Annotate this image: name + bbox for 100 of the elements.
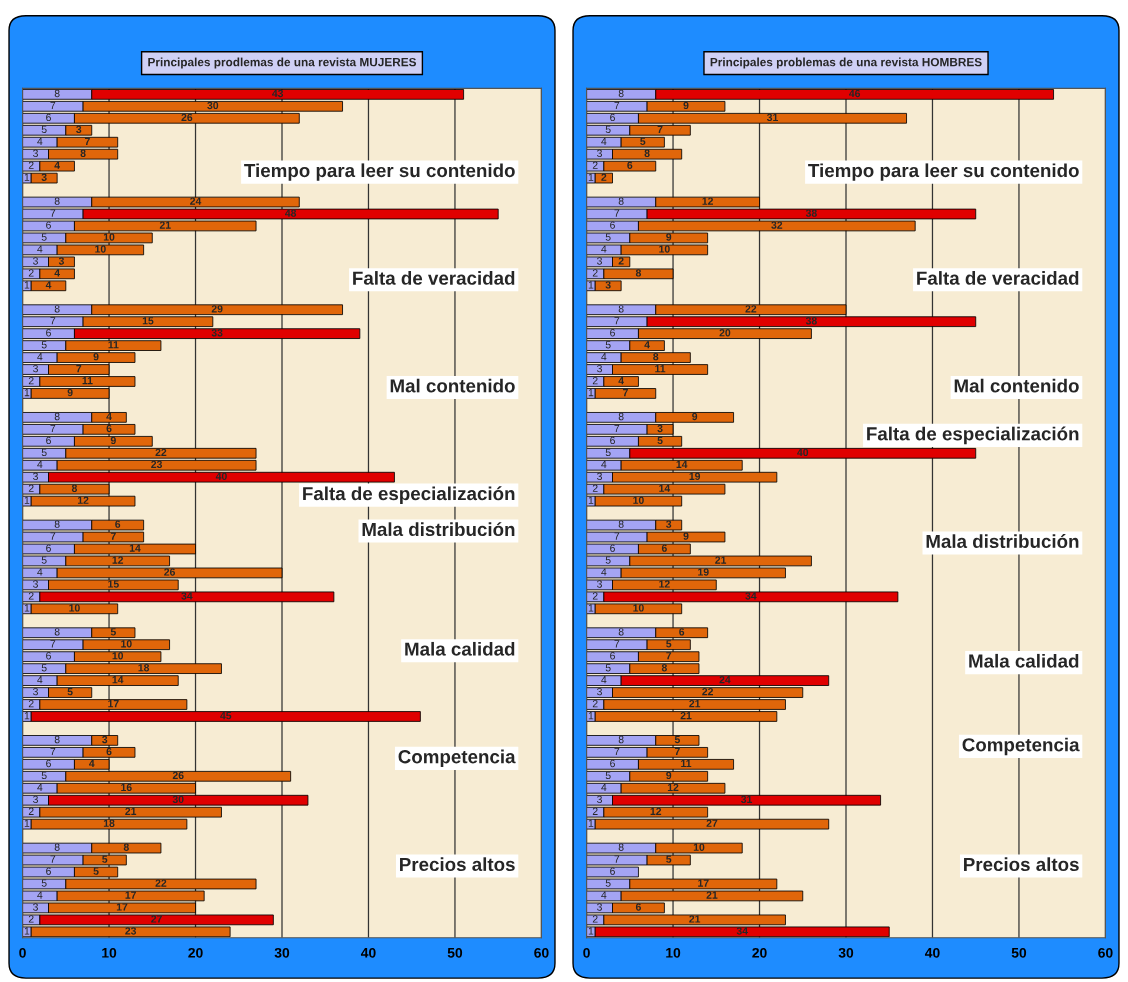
data-label: 1 <box>24 604 30 612</box>
data-label: 4 <box>601 783 607 791</box>
data-label: 3 <box>76 125 82 134</box>
data-label: 3 <box>33 364 38 373</box>
data-label: 6 <box>610 652 615 660</box>
data-label: 7 <box>657 125 663 133</box>
data-label: 6 <box>610 759 615 768</box>
data-label: 2 <box>28 807 34 815</box>
data-label: 7 <box>110 532 116 540</box>
data-label: 18 <box>138 664 150 672</box>
data-label: 7 <box>614 424 620 433</box>
data-label: 24 <box>719 676 731 684</box>
data-label: 2 <box>28 699 34 708</box>
data-label: 4 <box>37 245 43 253</box>
annotation: Mala distribución <box>926 534 1079 549</box>
data-label: 6 <box>661 544 667 552</box>
data-label: 21 <box>159 221 171 229</box>
data-label: 6 <box>46 544 51 552</box>
data-label: 10 <box>633 604 644 612</box>
data-label: 3 <box>597 472 602 480</box>
data-label: 7 <box>614 855 620 863</box>
data-label: 7 <box>614 317 620 325</box>
data-label: 3 <box>597 903 602 911</box>
data-label: 4 <box>106 412 112 421</box>
data-label: 9 <box>683 101 689 110</box>
x-tick-label: 30 <box>838 947 854 958</box>
data-label: 2 <box>592 699 598 708</box>
data-label: 2 <box>592 592 598 600</box>
data-label: 5 <box>67 688 73 696</box>
data-label: 8 <box>618 735 624 744</box>
data-label: 4 <box>601 676 607 684</box>
data-label: 43 <box>272 89 284 98</box>
data-label: 19 <box>698 568 709 576</box>
data-label: 8 <box>54 305 60 313</box>
data-label: 4 <box>37 353 43 361</box>
data-label: 3 <box>605 281 611 289</box>
data-label: 17 <box>125 891 136 899</box>
data-label: 8 <box>618 305 624 313</box>
data-label: 7 <box>84 137 90 145</box>
annotation: Falta de veracidad <box>353 271 515 285</box>
data-label: 10 <box>103 233 115 241</box>
data-label: 46 <box>849 89 861 98</box>
data-label: 10 <box>95 245 106 253</box>
data-label: 34 <box>745 592 757 600</box>
data-label: 5 <box>640 137 646 146</box>
data-label: 34 <box>736 927 748 935</box>
data-label: 4 <box>601 891 607 899</box>
data-label: 30 <box>172 795 184 804</box>
data-label: 12 <box>650 807 662 815</box>
data-label: 9 <box>67 388 73 397</box>
data-label: 1 <box>588 281 594 289</box>
data-label: 8 <box>618 843 624 851</box>
data-label: 1 <box>588 496 594 504</box>
data-label: 5 <box>666 855 672 863</box>
data-label: 7 <box>50 317 56 325</box>
data-label: 10 <box>112 652 124 660</box>
data-label: 21 <box>706 891 718 899</box>
x-tick-label: 10 <box>102 947 117 958</box>
data-label: 1 <box>588 819 594 827</box>
data-label: 33 <box>211 329 223 337</box>
data-label: 2 <box>592 376 598 385</box>
data-label: 11 <box>82 377 93 385</box>
data-label: 5 <box>41 771 47 780</box>
data-label: 4 <box>37 783 43 791</box>
data-label: 5 <box>605 233 611 241</box>
data-label: 1 <box>588 173 594 181</box>
data-label: 2 <box>592 807 598 815</box>
data-label: 6 <box>610 867 615 875</box>
data-label: 1 <box>24 496 30 504</box>
data-label: 6 <box>635 903 641 911</box>
data-label: 12 <box>702 197 714 205</box>
data-label: 10 <box>633 496 644 504</box>
data-label: 5 <box>605 341 611 349</box>
data-label: 5 <box>93 867 99 875</box>
data-label: 4 <box>37 568 43 576</box>
data-label: 7 <box>50 209 56 217</box>
data-label: 14 <box>659 484 671 492</box>
data-label: 26 <box>172 771 184 780</box>
data-label: 2 <box>28 915 34 923</box>
data-label: 2 <box>592 484 598 492</box>
data-label: 8 <box>71 484 78 492</box>
data-label: 3 <box>41 173 47 181</box>
data-label: 3 <box>597 149 602 157</box>
data-label: 27 <box>706 819 718 827</box>
data-label: 4 <box>601 137 607 145</box>
data-label: 1 <box>588 927 594 935</box>
data-label: 1 <box>24 712 30 720</box>
annotation: Tiempo para leer su contenido <box>808 163 1079 181</box>
data-label: 7 <box>614 532 620 540</box>
data-label: 17 <box>116 903 128 911</box>
data-label: 38 <box>805 317 817 325</box>
data-label: 6 <box>627 161 633 169</box>
data-label: 5 <box>41 556 47 564</box>
data-label: 21 <box>125 807 137 815</box>
annotation: Competencia <box>398 749 516 768</box>
data-label: 3 <box>33 903 38 911</box>
data-label: 5 <box>41 233 47 241</box>
data-label: 3 <box>597 257 602 265</box>
data-label: 9 <box>666 233 672 241</box>
data-label: 12 <box>659 580 670 588</box>
